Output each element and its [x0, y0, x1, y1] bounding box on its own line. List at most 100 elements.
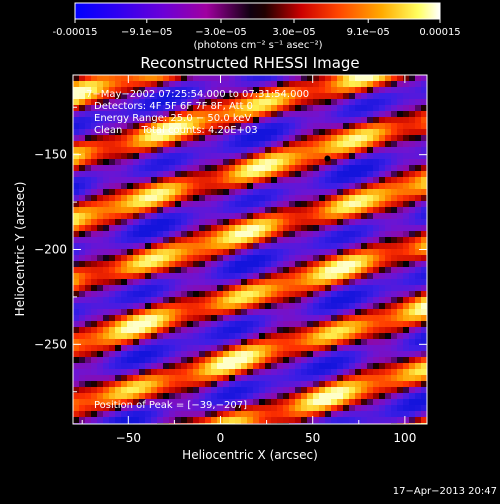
heatmap-cell — [85, 147, 91, 153]
heatmap-cell — [295, 165, 301, 171]
heatmap-cell — [361, 99, 367, 105]
heatmap-cell — [379, 219, 385, 225]
heatmap-cell — [133, 405, 139, 411]
heatmap-cell — [175, 369, 181, 375]
heatmap-cell — [73, 405, 79, 411]
heatmap-cell — [391, 273, 397, 279]
heatmap-cell — [283, 279, 289, 285]
heatmap-cell — [109, 267, 115, 273]
heatmap-cell — [175, 99, 181, 105]
heatmap-cell — [151, 183, 157, 189]
heatmap-cell — [391, 135, 397, 141]
heatmap-cell — [73, 129, 79, 135]
heatmap-cell — [361, 183, 367, 189]
heatmap-cell — [319, 405, 325, 411]
heatmap-cell — [409, 93, 415, 99]
heatmap-cell — [415, 195, 421, 201]
heatmap-cell — [337, 411, 343, 417]
heatmap-cell — [175, 231, 181, 237]
heatmap-cell — [361, 381, 367, 387]
heatmap-cell — [97, 369, 103, 375]
heatmap-cell — [187, 81, 193, 87]
heatmap-cell — [181, 333, 187, 339]
heatmap-cell — [109, 387, 115, 393]
heatmap-cell — [403, 381, 409, 387]
heatmap-cell — [271, 237, 277, 243]
heatmap-cell — [145, 393, 151, 399]
heatmap-cell — [151, 201, 157, 207]
heatmap-cell — [361, 267, 367, 273]
heatmap-cell — [169, 333, 175, 339]
heatmap-cell — [121, 309, 127, 315]
heatmap-cell — [415, 75, 421, 81]
heatmap-cell — [367, 237, 373, 243]
heatmap-cell — [235, 135, 241, 141]
heatmap-cell — [265, 327, 271, 333]
heatmap-cell — [103, 381, 109, 387]
heatmap-cell — [181, 255, 187, 261]
heatmap-cell — [319, 93, 325, 99]
heatmap-cell — [421, 189, 427, 195]
y-tick-label: −150 — [34, 148, 67, 162]
heatmap-cell — [307, 255, 313, 261]
heatmap-cell — [115, 99, 121, 105]
heatmap-cell — [223, 159, 229, 165]
heatmap-cell — [391, 399, 397, 405]
heatmap-cell — [235, 315, 241, 321]
heatmap-cell — [391, 201, 397, 207]
heatmap-cell — [367, 291, 373, 297]
heatmap-cell — [373, 207, 379, 213]
heatmap-cell — [91, 375, 97, 381]
heatmap-cell — [193, 267, 199, 273]
heatmap-cell — [199, 165, 205, 171]
heatmap-cell — [307, 267, 313, 273]
heatmap-cell — [259, 405, 265, 411]
heatmap-cell — [229, 201, 235, 207]
heatmap-cell — [157, 219, 163, 225]
heatmap-cell — [85, 87, 91, 93]
heatmap-cell — [199, 117, 205, 123]
heatmap-cell — [127, 201, 133, 207]
heatmap-cell — [295, 279, 301, 285]
heatmap-cell — [193, 345, 199, 351]
heatmap-cell — [409, 333, 415, 339]
heatmap-cell — [373, 99, 379, 105]
heatmap-cell — [85, 261, 91, 267]
heatmap-cell — [313, 99, 319, 105]
heatmap-cell — [349, 75, 355, 81]
heatmap-cell — [175, 135, 181, 141]
heatmap-cell — [145, 345, 151, 351]
heatmap-cell — [199, 231, 205, 237]
heatmap-cell — [97, 171, 103, 177]
heatmap-cell — [79, 297, 85, 303]
heatmap-cell — [277, 159, 283, 165]
heatmap-cell — [361, 93, 367, 99]
heatmap-cell — [415, 327, 421, 333]
heatmap-cell — [115, 339, 121, 345]
heatmap-cell — [325, 189, 331, 195]
heatmap-cell — [205, 243, 211, 249]
heatmap-cell — [331, 291, 337, 297]
heatmap-cell — [295, 111, 301, 117]
heatmap-cell — [343, 285, 349, 291]
heatmap-cell — [247, 165, 253, 171]
heatmap-cell — [421, 321, 427, 327]
heatmap-cell — [181, 285, 187, 291]
heatmap-cell — [277, 249, 283, 255]
heatmap-cell — [229, 105, 235, 111]
heatmap-cell — [79, 309, 85, 315]
heatmap-cell — [79, 321, 85, 327]
heatmap-cell — [283, 195, 289, 201]
heatmap-cell — [277, 171, 283, 177]
heatmap-cell — [211, 339, 217, 345]
heatmap-cell — [337, 387, 343, 393]
heatmap-cell — [301, 153, 307, 159]
heatmap-cell — [157, 195, 163, 201]
heatmap-cell — [265, 303, 271, 309]
heatmap-cell — [271, 291, 277, 297]
heatmap-cell — [253, 201, 259, 207]
heatmap-cell — [85, 123, 91, 129]
heatmap-cell — [103, 327, 109, 333]
heatmap-cell — [265, 111, 271, 117]
heatmap-cell — [271, 411, 277, 417]
